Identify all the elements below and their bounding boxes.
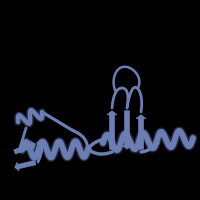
FancyArrowPatch shape <box>122 111 132 149</box>
FancyArrowPatch shape <box>14 141 35 154</box>
FancyArrowPatch shape <box>15 160 36 171</box>
FancyArrowPatch shape <box>107 111 117 149</box>
FancyArrowPatch shape <box>136 115 146 149</box>
